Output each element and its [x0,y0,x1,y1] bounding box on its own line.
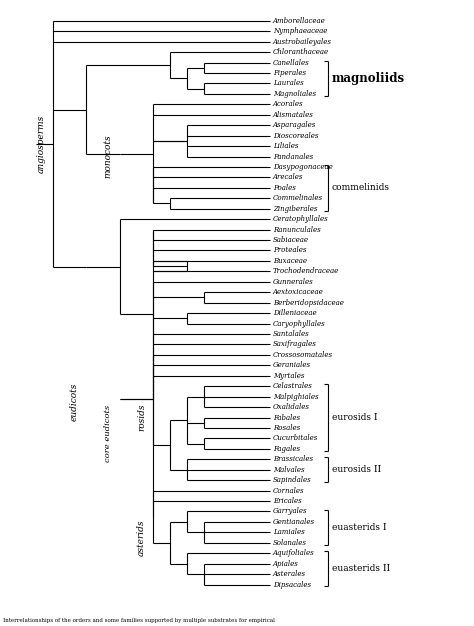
Text: Pandanales: Pandanales [273,153,313,160]
Text: eurosids II: eurosids II [332,465,381,475]
Text: Gunnerales: Gunnerales [273,278,314,286]
Text: Chloranthaceae: Chloranthaceae [273,48,329,56]
Text: Sabiaceae: Sabiaceae [273,236,309,244]
Text: Fagales: Fagales [273,445,300,453]
Text: Buxaceae: Buxaceae [273,257,307,265]
Text: Aquifoliales: Aquifoliales [273,549,315,557]
Text: Myrtales: Myrtales [273,372,304,380]
Text: Dasypogonaceae: Dasypogonaceae [273,163,333,171]
Text: Saxifragales: Saxifragales [273,341,317,349]
Text: Asparagales: Asparagales [273,121,316,129]
Text: Garryales: Garryales [273,508,308,515]
Text: Santalales: Santalales [273,330,310,338]
Text: Dipsacales: Dipsacales [273,580,311,588]
Text: Proteales: Proteales [273,247,306,255]
Text: eurosids I: eurosids I [332,413,377,422]
Text: angiosperms: angiosperms [36,115,46,173]
Text: Piperales: Piperales [273,69,306,77]
Text: Acorales: Acorales [273,100,303,108]
Text: asterids: asterids [137,520,146,556]
Text: Lamiales: Lamiales [273,528,305,536]
Text: Nymphaeaceae: Nymphaeaceae [273,27,327,35]
Text: Gentianales: Gentianales [273,518,315,526]
Text: Laurales: Laurales [273,80,304,88]
Text: Cucurbitales: Cucurbitales [273,434,318,443]
Text: Austrobaileyales: Austrobaileyales [273,38,332,46]
Text: Dioscoreales: Dioscoreales [273,131,319,140]
Text: magnoliids: magnoliids [332,72,405,85]
Text: Cornales: Cornales [273,486,304,495]
Text: Dilleniaceae: Dilleniaceae [273,309,317,317]
Text: Brassicales: Brassicales [273,455,313,463]
Text: Oxalidales: Oxalidales [273,403,310,411]
Text: Alismatales: Alismatales [273,111,314,119]
Text: Ceratophyllales: Ceratophyllales [273,215,328,223]
Text: euasterids I: euasterids I [332,523,386,531]
Text: Caryophyllales: Caryophyllales [273,319,326,327]
Text: monocots: monocots [103,135,112,178]
Text: euasterids II: euasterids II [332,565,390,573]
Text: Canellales: Canellales [273,59,310,66]
Text: Rosales: Rosales [273,424,300,432]
Text: Sapindales: Sapindales [273,476,311,484]
Text: Arecales: Arecales [273,173,303,182]
Text: Commelinales: Commelinales [273,194,323,202]
Text: Geraniales: Geraniales [273,361,311,369]
Text: Solanales: Solanales [273,539,307,547]
Text: rosids: rosids [137,404,146,431]
Text: commelinids: commelinids [332,183,390,192]
Text: Crossosomatales: Crossosomatales [273,351,333,359]
Text: Malvales: Malvales [273,466,304,474]
Text: core eudicots: core eudicots [104,404,112,462]
Text: Zingiberales: Zingiberales [273,205,318,213]
Text: Malpighiales: Malpighiales [273,393,319,401]
Text: Aextoxicaceae: Aextoxicaceae [273,288,324,296]
Text: Apiales: Apiales [273,560,299,568]
Text: Asterales: Asterales [273,570,306,578]
Text: Fabales: Fabales [273,414,300,421]
Text: Trochodendraceae: Trochodendraceae [273,267,339,275]
Text: Amborellaceae: Amborellaceae [273,17,326,25]
Text: Ranunculales: Ranunculales [273,225,320,233]
Text: Magnoliales: Magnoliales [273,90,316,98]
Text: Ericales: Ericales [273,497,301,505]
Text: Berberidopsidaceae: Berberidopsidaceae [273,299,344,307]
Text: Celastrales: Celastrales [273,382,313,390]
Text: Poales: Poales [273,184,296,192]
Text: eudicots: eudicots [70,382,79,421]
Text: Interrelationships of the orders and some families supported by multiple substra: Interrelationships of the orders and som… [3,618,274,623]
Text: Liliales: Liliales [273,142,298,150]
